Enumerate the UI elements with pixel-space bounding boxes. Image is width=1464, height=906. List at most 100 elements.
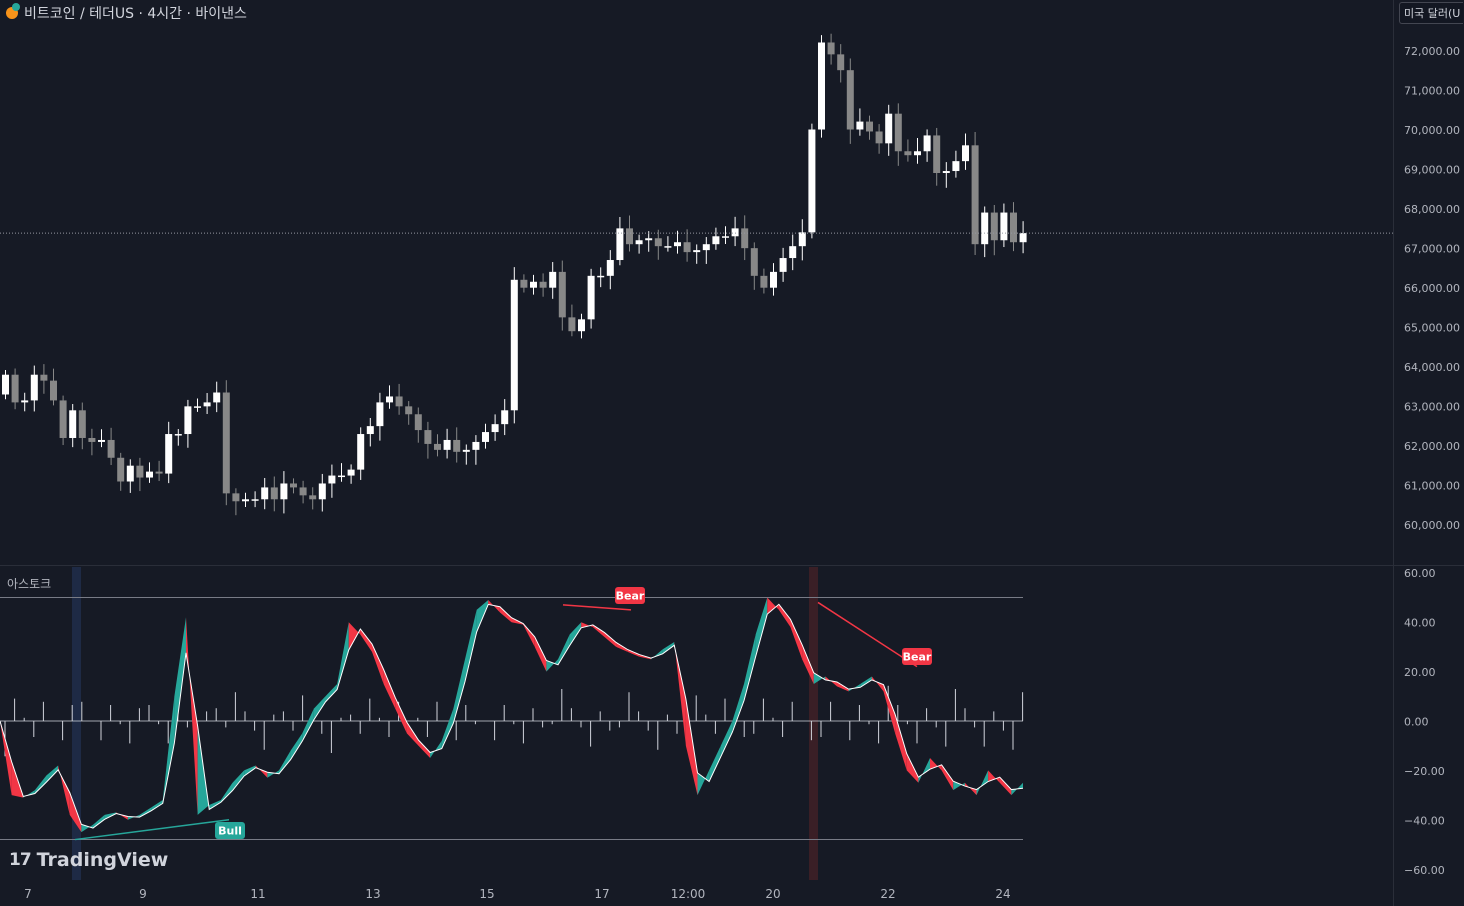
oscillator-fill-segment [523, 623, 535, 647]
candle-bullish [338, 475, 345, 478]
time-axis-label: 7 [24, 887, 32, 901]
candle-bearish [414, 414, 422, 431]
oscillator-fill-segment [162, 696, 175, 804]
oscillator-fill-segment [406, 722, 419, 746]
candle-bullish [126, 465, 134, 482]
candle-bearish [434, 443, 441, 450]
oscillator-axis-label: 60.00 [1404, 567, 1436, 580]
price-axis-label: 61,000.00 [1404, 480, 1460, 493]
highlight-column-bear [809, 567, 818, 880]
candle-bullish [184, 406, 192, 435]
candle-bullish [923, 135, 931, 152]
oscillator-fill-segment [69, 792, 82, 833]
candle-bearish [453, 439, 461, 452]
bear-label-bg [615, 587, 645, 604]
candle-bearish [50, 380, 57, 401]
oscillator-fill-segment [941, 764, 954, 791]
oscillator-fill-segment [290, 733, 303, 760]
oscillator-fill-segment [697, 770, 710, 796]
indicator-name[interactable]: 아스토크 [7, 577, 52, 591]
candle-bearish [894, 113, 902, 152]
time-axis-label: 20 [765, 887, 780, 901]
candle-bullish [808, 129, 816, 233]
oscillator-fill-segment [360, 628, 372, 652]
candle-bullish [1000, 212, 1008, 241]
candle-bullish [597, 275, 605, 278]
oscillator-fill-segment [930, 758, 942, 771]
candle-bullish [731, 228, 739, 237]
candle-bullish [318, 483, 326, 500]
candle-bullish [702, 244, 710, 251]
candle-bullish [203, 402, 211, 407]
candle-bearish [11, 374, 19, 403]
candle-bearish [40, 374, 48, 381]
time-axis-label: 9 [139, 887, 147, 901]
oscillator-fill-segment [720, 721, 733, 757]
candle-bullish [482, 432, 489, 442]
bear-label: Bear [616, 590, 645, 603]
price-axis-label: 60,000.00 [1404, 519, 1460, 532]
oscillator-fill-segment [383, 669, 396, 709]
oscillator-fill-segment [267, 770, 279, 778]
oscillator-fill-segment [813, 672, 826, 684]
candle-bearish [875, 131, 883, 144]
candle-bullish [357, 434, 365, 470]
oscillator-fill-segment [93, 814, 105, 829]
candle-bullish [174, 434, 182, 436]
oscillator-axis-label: 40.00 [1404, 617, 1436, 630]
symbol-title-text: 비트코인 / 테더US · 4시간 · 바이낸스 [24, 6, 247, 22]
oscillator-fill-segment [232, 770, 245, 791]
candle-bullish [674, 242, 681, 247]
candle-bearish [520, 279, 528, 288]
candle-bullish [942, 171, 950, 174]
oscillator-fill-segment [627, 649, 640, 657]
oscillator-fill-segment [778, 604, 791, 628]
bull-label-bg [215, 822, 245, 839]
candle-bearish [837, 54, 845, 71]
price-axis-label: 71,000.00 [1404, 85, 1460, 98]
oscillator-fill-segment [883, 684, 896, 734]
oscillator-fill-segment [871, 676, 884, 692]
candle-bearish [683, 242, 691, 253]
bitcoin-icon [6, 3, 20, 19]
time-axis-label: 12:00 [671, 887, 706, 901]
price-axis-label: 63,000.00 [1404, 401, 1460, 414]
oscillator-fill-segment [151, 800, 163, 811]
oscillator-fill-segment [116, 812, 128, 820]
oscillator-fill-segment [220, 782, 233, 803]
oscillator-fill-segment [988, 770, 1000, 783]
candle-bullish [165, 434, 173, 474]
oscillator-fill-segment [790, 619, 803, 660]
oscillator-fill-segment [372, 644, 384, 684]
candle-bearish [626, 228, 633, 245]
symbol-title[interactable]: 비트코인 / 테더US · 4시간 · 바이낸스 [6, 3, 247, 23]
candle-bullish [914, 151, 921, 156]
candle-bearish [424, 430, 432, 444]
oscillator-fill-segment [534, 636, 547, 672]
candle-bullish [549, 271, 557, 288]
candle-bearish [290, 483, 297, 488]
candle-bullish [2, 374, 9, 395]
tradingview-logo[interactable]: 17 TradingView [9, 849, 168, 871]
candle-bullish [328, 475, 336, 484]
oscillator-fill-segment [802, 644, 814, 684]
candle-bearish [904, 151, 912, 156]
candle-bullish [366, 426, 374, 435]
candle-bearish [299, 487, 307, 496]
candle-bearish [558, 271, 566, 318]
oscillator-fill-segment [953, 781, 965, 791]
candle-bullish [606, 260, 614, 276]
oscillator-fill-segment [453, 659, 465, 724]
bear-divergence-line [562, 604, 632, 611]
candle-bullish [21, 400, 29, 403]
candle-bearish [59, 400, 67, 438]
candle-bullish [501, 410, 509, 425]
candle-bearish [539, 281, 547, 288]
oscillator-signal-line [0, 603, 1024, 829]
currency-button[interactable]: 미국 달러(U [1399, 2, 1463, 24]
oscillator-fill-segment [395, 697, 407, 734]
oscillator-fill-segment [999, 777, 1012, 796]
oscillator-fill-segment [906, 753, 919, 783]
price-axis-label: 62,000.00 [1404, 440, 1460, 453]
